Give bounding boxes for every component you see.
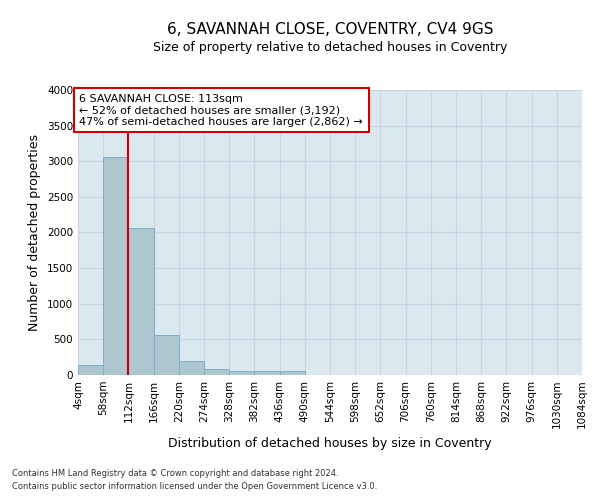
Text: Size of property relative to detached houses in Coventry: Size of property relative to detached ho…: [153, 41, 507, 54]
Bar: [254, 372, 280, 375]
X-axis label: Distribution of detached houses by size in Coventry: Distribution of detached houses by size …: [168, 437, 492, 450]
Text: Contains HM Land Registry data © Crown copyright and database right 2024.: Contains HM Land Registry data © Crown c…: [12, 468, 338, 477]
Y-axis label: Number of detached properties: Number of detached properties: [28, 134, 41, 331]
Text: 6 SAVANNAH CLOSE: 113sqm
← 52% of detached houses are smaller (3,192)
47% of sem: 6 SAVANNAH CLOSE: 113sqm ← 52% of detach…: [79, 94, 363, 127]
Bar: [204, 370, 229, 375]
Bar: [128, 228, 154, 375]
Bar: [229, 370, 254, 375]
Text: Contains public sector information licensed under the Open Government Licence v3: Contains public sector information licen…: [12, 482, 377, 491]
Bar: [103, 157, 128, 375]
Bar: [154, 335, 179, 375]
Text: 6, SAVANNAH CLOSE, COVENTRY, CV4 9GS: 6, SAVANNAH CLOSE, COVENTRY, CV4 9GS: [167, 22, 493, 38]
Bar: [280, 372, 305, 375]
Bar: [179, 361, 204, 375]
Bar: [78, 365, 103, 375]
